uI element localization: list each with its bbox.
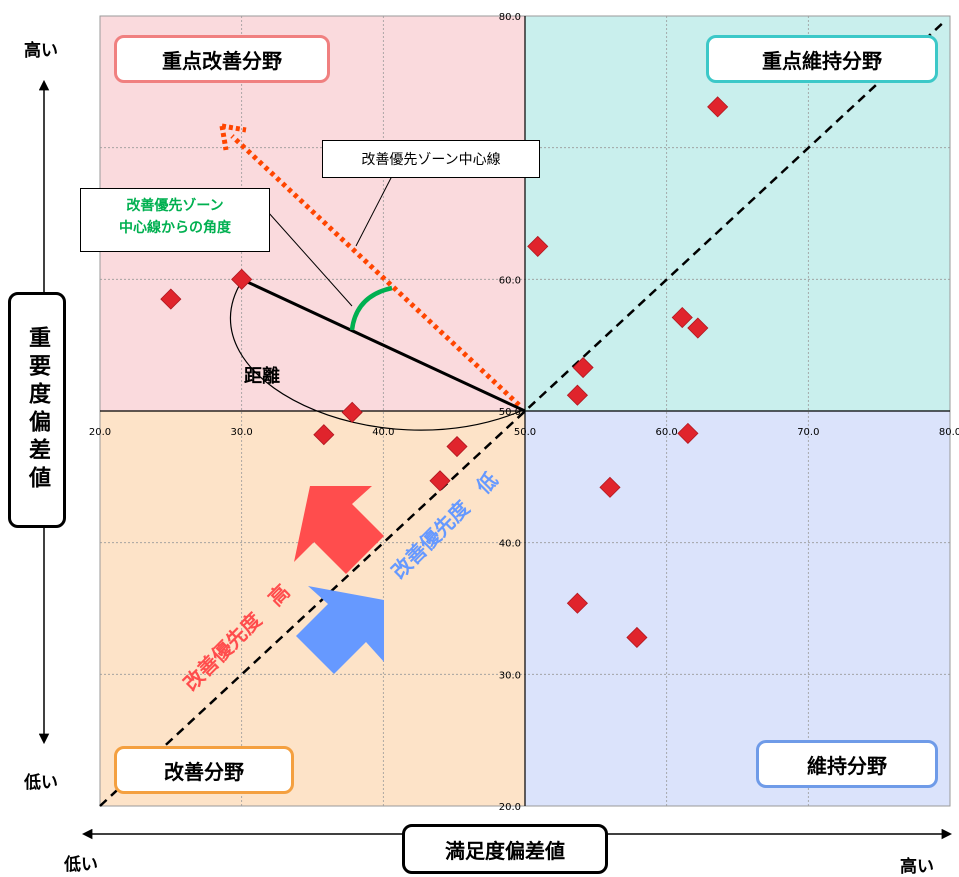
x-tick-label: 70.0 xyxy=(797,427,819,438)
x-tick-label: 20.0 xyxy=(89,427,111,438)
y-tick-label: 40.0 xyxy=(499,539,521,550)
y-tick-label: 20.0 xyxy=(499,802,521,813)
y-axis-title: 重要度偏差値 xyxy=(8,292,66,528)
angle-callout-line1: 改善優先ゾーン xyxy=(81,195,269,217)
y-tick-label: 80.0 xyxy=(499,12,521,23)
x-tick-label: 80.0 xyxy=(939,427,959,438)
y-tick-label: 30.0 xyxy=(499,670,521,681)
x-axis-low-label: 低い xyxy=(64,850,98,875)
angle-callout: 改善優先ゾーン 中心線からの角度 xyxy=(80,188,270,252)
quadrant-label-priority-improve: 重点改善分野 xyxy=(114,35,330,83)
quadrant-label-priority-maintain: 重点維持分野 xyxy=(706,35,938,83)
distance-label: 距離 xyxy=(244,362,280,388)
y-axis-high-label: 高い xyxy=(24,36,58,61)
x-tick-label: 30.0 xyxy=(231,427,253,438)
x-axis-high-label: 高い xyxy=(900,852,934,877)
y-tick-label: 60.0 xyxy=(499,275,521,286)
x-axis-title: 満足度偏差値 xyxy=(402,824,608,874)
angle-callout-line2: 中心線からの角度 xyxy=(81,217,269,239)
x-tick-label: 60.0 xyxy=(656,427,678,438)
y-axis-low-label: 低い xyxy=(24,768,58,793)
x-tick-label: 50.0 xyxy=(514,427,536,438)
quadrant-label-maintain: 維持分野 xyxy=(756,740,938,788)
quadrant-label-improve: 改善分野 xyxy=(114,746,294,794)
center-line-callout: 改善優先ゾーン中心線 xyxy=(322,140,540,178)
